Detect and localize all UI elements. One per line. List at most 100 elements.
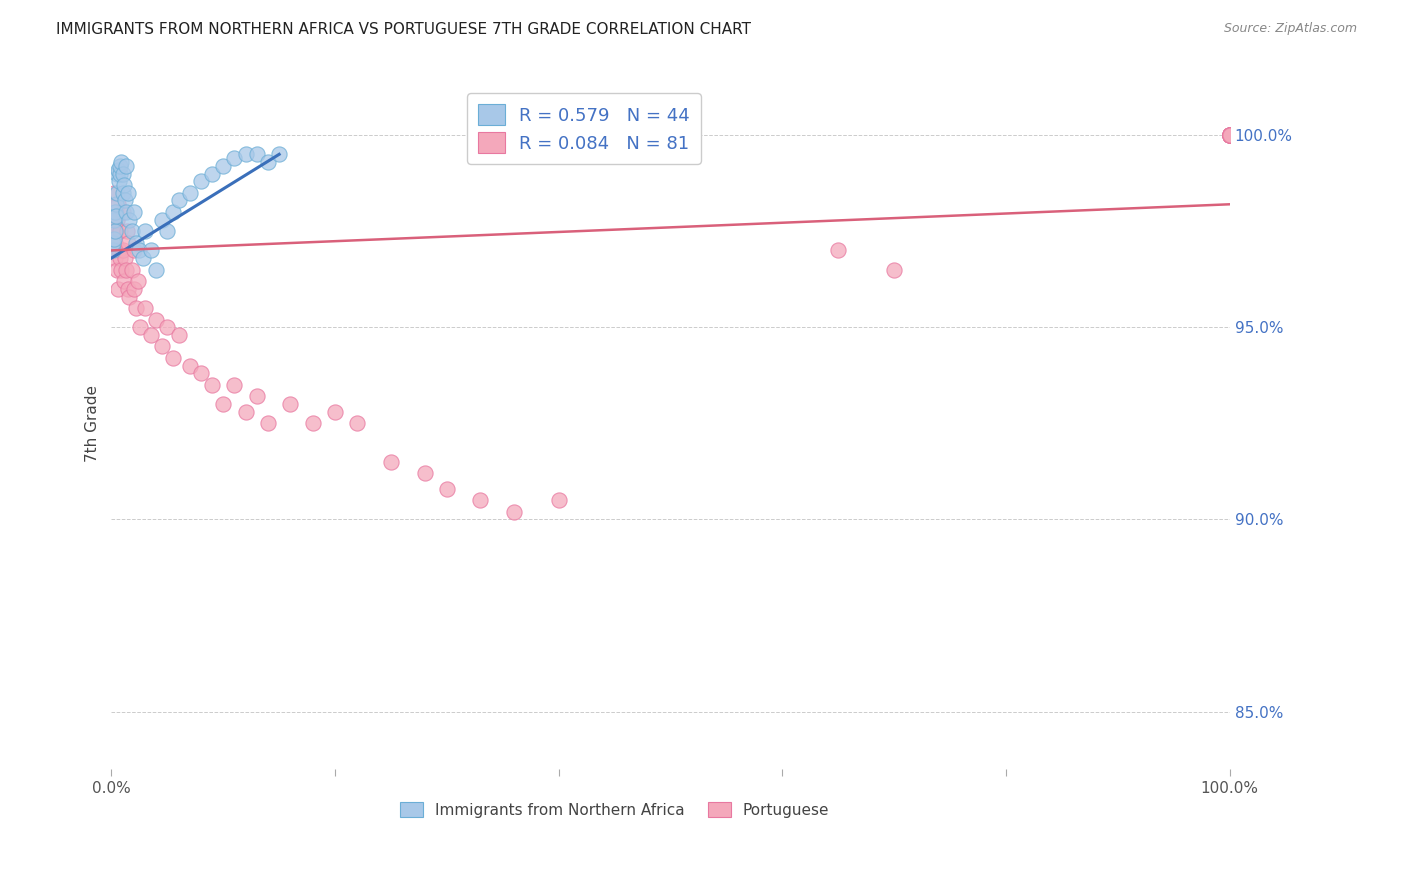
Point bbox=[101, 235, 124, 250]
Point bbox=[156, 320, 179, 334]
Point bbox=[101, 212, 124, 227]
Point bbox=[1219, 128, 1241, 142]
Point bbox=[269, 147, 291, 161]
Point bbox=[190, 174, 212, 188]
Point bbox=[127, 274, 149, 288]
Point bbox=[110, 262, 132, 277]
Point bbox=[470, 493, 492, 508]
Point bbox=[1219, 128, 1241, 142]
Point bbox=[150, 339, 173, 353]
Point bbox=[104, 205, 127, 219]
Point bbox=[110, 155, 132, 169]
Point bbox=[1219, 128, 1241, 142]
Point bbox=[103, 232, 125, 246]
Point bbox=[1219, 128, 1241, 142]
Point bbox=[280, 397, 302, 411]
Point bbox=[115, 205, 138, 219]
Text: Source: ZipAtlas.com: Source: ZipAtlas.com bbox=[1223, 22, 1357, 36]
Point bbox=[1219, 128, 1241, 142]
Point bbox=[104, 224, 127, 238]
Point bbox=[104, 209, 127, 223]
Point bbox=[1219, 128, 1241, 142]
Point bbox=[104, 205, 127, 219]
Point bbox=[167, 194, 190, 208]
Point bbox=[346, 417, 368, 431]
Point bbox=[380, 455, 402, 469]
Point bbox=[1219, 128, 1241, 142]
Point bbox=[105, 262, 128, 277]
Point bbox=[883, 262, 905, 277]
Point bbox=[235, 147, 257, 161]
Point bbox=[1219, 128, 1241, 142]
Point bbox=[134, 301, 156, 315]
Text: IMMIGRANTS FROM NORTHERN AFRICA VS PORTUGUESE 7TH GRADE CORRELATION CHART: IMMIGRANTS FROM NORTHERN AFRICA VS PORTU… bbox=[56, 22, 751, 37]
Point bbox=[105, 186, 128, 200]
Point bbox=[122, 205, 145, 219]
Point bbox=[115, 159, 138, 173]
Point bbox=[1219, 128, 1241, 142]
Point bbox=[1219, 128, 1241, 142]
Point bbox=[115, 224, 138, 238]
Point bbox=[1219, 128, 1241, 142]
Point bbox=[162, 205, 184, 219]
Point bbox=[1219, 128, 1241, 142]
Point bbox=[129, 320, 152, 334]
Point bbox=[132, 251, 155, 265]
Point bbox=[108, 244, 131, 258]
Point bbox=[121, 262, 143, 277]
Point bbox=[110, 251, 132, 265]
Point bbox=[107, 162, 129, 177]
Legend: Immigrants from Northern Africa, Portuguese: Immigrants from Northern Africa, Portugu… bbox=[394, 796, 835, 824]
Point bbox=[103, 212, 125, 227]
Point bbox=[118, 212, 141, 227]
Point bbox=[101, 224, 124, 238]
Point bbox=[122, 282, 145, 296]
Point bbox=[104, 235, 127, 250]
Point bbox=[167, 328, 190, 343]
Point bbox=[224, 378, 246, 392]
Point bbox=[111, 244, 134, 258]
Point bbox=[110, 224, 132, 238]
Point bbox=[1219, 128, 1241, 142]
Y-axis label: 7th Grade: 7th Grade bbox=[86, 384, 100, 462]
Point bbox=[1219, 128, 1241, 142]
Point bbox=[301, 417, 323, 431]
Point bbox=[1219, 128, 1241, 142]
Point bbox=[110, 167, 132, 181]
Point bbox=[827, 244, 849, 258]
Point bbox=[121, 224, 143, 238]
Point bbox=[246, 147, 269, 161]
Point bbox=[547, 493, 569, 508]
Point bbox=[118, 289, 141, 303]
Point bbox=[201, 378, 224, 392]
Point bbox=[162, 351, 184, 365]
Point bbox=[125, 301, 148, 315]
Point bbox=[112, 178, 135, 192]
Point bbox=[101, 244, 124, 258]
Point bbox=[179, 359, 201, 373]
Point bbox=[503, 505, 526, 519]
Point bbox=[103, 244, 125, 258]
Point bbox=[235, 405, 257, 419]
Point bbox=[413, 467, 436, 481]
Point bbox=[323, 405, 346, 419]
Point bbox=[104, 197, 127, 211]
Point bbox=[117, 282, 139, 296]
Point bbox=[257, 155, 280, 169]
Point bbox=[114, 251, 136, 265]
Point bbox=[104, 224, 127, 238]
Point bbox=[1219, 128, 1241, 142]
Point bbox=[156, 224, 179, 238]
Point bbox=[111, 186, 134, 200]
Point bbox=[139, 328, 162, 343]
Point bbox=[190, 367, 212, 381]
Point bbox=[122, 244, 145, 258]
Point bbox=[145, 262, 167, 277]
Point bbox=[1219, 128, 1241, 142]
Point bbox=[1219, 128, 1241, 142]
Point bbox=[1219, 128, 1241, 142]
Point bbox=[128, 244, 150, 258]
Point bbox=[212, 159, 235, 173]
Point bbox=[111, 205, 134, 219]
Point bbox=[1219, 128, 1241, 142]
